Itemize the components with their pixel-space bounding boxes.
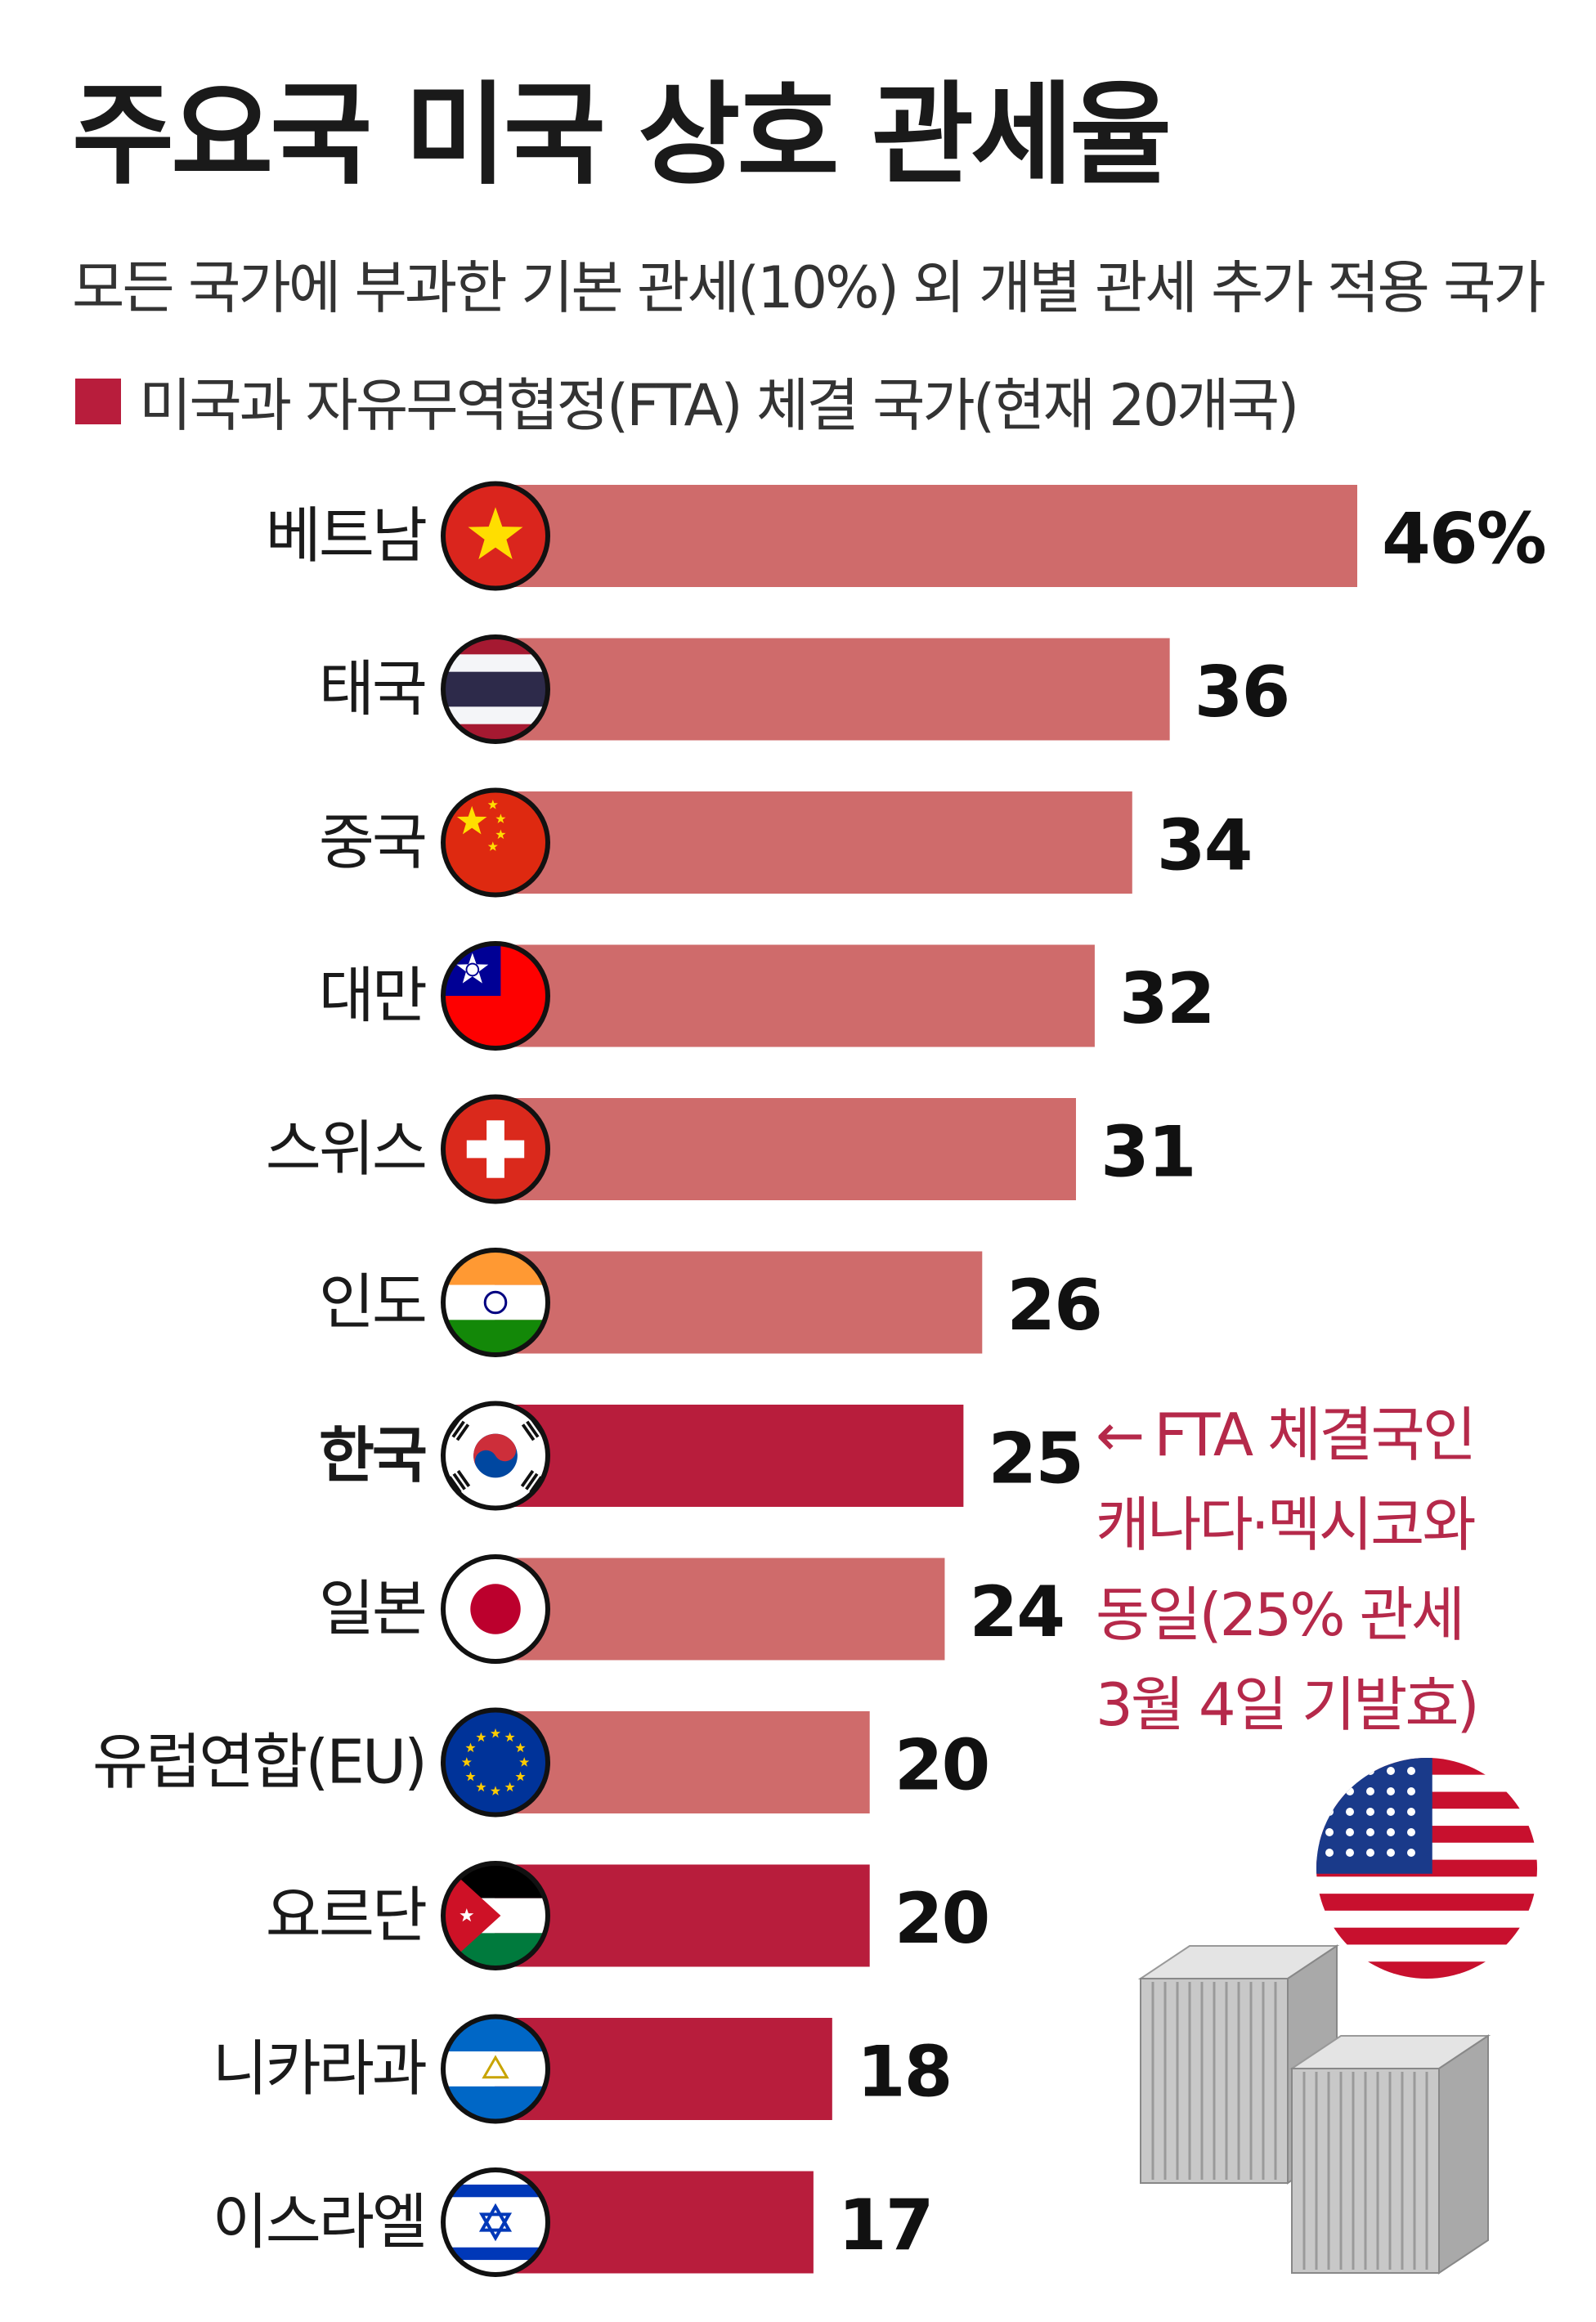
category-label: 요르단 <box>266 1880 426 1951</box>
bar-row: 중국 34 <box>319 787 1253 898</box>
eu-flag-icon <box>441 1707 550 1818</box>
legend-label: 미국과 자유무역협정(FTA) 체결 국가(현재 20개국) <box>139 372 1299 439</box>
shipping-container-icon <box>1289 2034 1491 2275</box>
bar-row: 유럽연합(EU) 20 <box>92 1707 990 1818</box>
us-flag-icon <box>1316 1758 1537 1979</box>
category-label: 중국 <box>319 808 425 878</box>
chart-title: 주요국 미국 상호 관세율 <box>72 71 1172 200</box>
jordan-flag-icon <box>441 1861 550 1970</box>
bar-row: 인도 26 <box>319 1248 1103 1357</box>
bar-row: 니카라과 18 <box>213 2014 953 2124</box>
bar-row: 일본 24 <box>319 1554 1065 1664</box>
category-label: 인도 <box>319 1267 425 1338</box>
value-label: 32 <box>1119 958 1214 1040</box>
bar-row: 스위스 31 <box>266 1094 1197 1204</box>
bar <box>495 1251 983 1354</box>
value-label: 31 <box>1101 1112 1195 1194</box>
value-label: 26 <box>1006 1265 1101 1347</box>
korea-flag-icon <box>441 1401 550 1511</box>
value-label: 20 <box>894 1725 989 1807</box>
bar <box>495 944 1095 1047</box>
israel-flag-icon <box>441 2167 550 2277</box>
thailand-flag-icon <box>441 634 550 744</box>
annotation-line-3: 동일(25% 관세 <box>1096 1580 1465 1649</box>
china-flag-icon <box>441 787 550 898</box>
annotation-line-4: 3월 4일 기발효) <box>1096 1670 1480 1739</box>
japan-flag-icon <box>441 1554 550 1664</box>
category-label: 한국 <box>319 1421 426 1491</box>
category-label: 스위스 <box>266 1114 425 1185</box>
bar <box>495 791 1132 894</box>
switzerland-flag-icon <box>441 1094 550 1204</box>
bar-row: 태국 36 <box>319 634 1290 744</box>
category-label: 태국 <box>319 654 425 724</box>
category-label: 이스라엘 <box>213 2187 425 2257</box>
bar-row: 대만 32 <box>319 941 1216 1051</box>
category-label: 일본 <box>319 1574 425 1644</box>
legend: 미국과 자유무역협정(FTA) 체결 국가(현재 20개국) <box>75 360 1299 442</box>
left-arrow-icon: ← <box>1096 1401 1145 1469</box>
bar <box>495 638 1170 741</box>
category-label: 베트남 <box>266 501 426 572</box>
bar <box>495 1864 870 1967</box>
category-label: 니카라과 <box>213 2034 426 2105</box>
india-flag-icon <box>441 1248 550 1357</box>
bar <box>495 1558 945 1661</box>
legend-swatch <box>75 378 121 424</box>
taiwan-flag-icon <box>441 941 550 1051</box>
value-label: 46% <box>1382 499 1545 580</box>
bar-row: 이스라엘 17 <box>213 2167 935 2277</box>
bar-row: 요르단 20 <box>266 1861 990 1970</box>
value-label: 36 <box>1195 652 1289 733</box>
annotation-line-1: ← FTA 체결국인 <box>1096 1401 1477 1469</box>
annotation: ← FTA 체결국인 캐나다·멕시코와 동일(25% 관세 3월 4일 기발효) <box>1096 1390 1480 1750</box>
value-label: 20 <box>894 1878 989 1960</box>
category-label: 유럽연합(EU) <box>92 1728 425 1798</box>
bar-row: 베트남 46% <box>266 481 1547 591</box>
chart-subtitle: 모든 국가에 부과한 기본 관세(10%) 외 개별 관세 추가 적용 국가 <box>72 254 1546 321</box>
bar <box>495 485 1357 587</box>
vietnam-flag-icon <box>441 481 550 591</box>
value-label: 18 <box>857 2032 952 2114</box>
category-label: 대만 <box>319 961 426 1031</box>
bar <box>495 1405 964 1507</box>
annotation-line-2: 캐나다·멕시코와 <box>1096 1490 1477 1559</box>
bar-row: 한국 25 <box>319 1401 1084 1511</box>
value-label: 25 <box>988 1419 1083 1500</box>
nicaragua-flag-icon <box>441 2014 550 2124</box>
bar <box>495 1098 1076 1200</box>
value-label: 17 <box>838 2185 933 2266</box>
value-label: 34 <box>1157 805 1252 887</box>
value-label: 24 <box>969 1571 1064 1653</box>
bar <box>495 2018 832 2120</box>
us-flag-containers-illustration <box>1137 1758 1537 2275</box>
bar <box>495 1711 870 1813</box>
